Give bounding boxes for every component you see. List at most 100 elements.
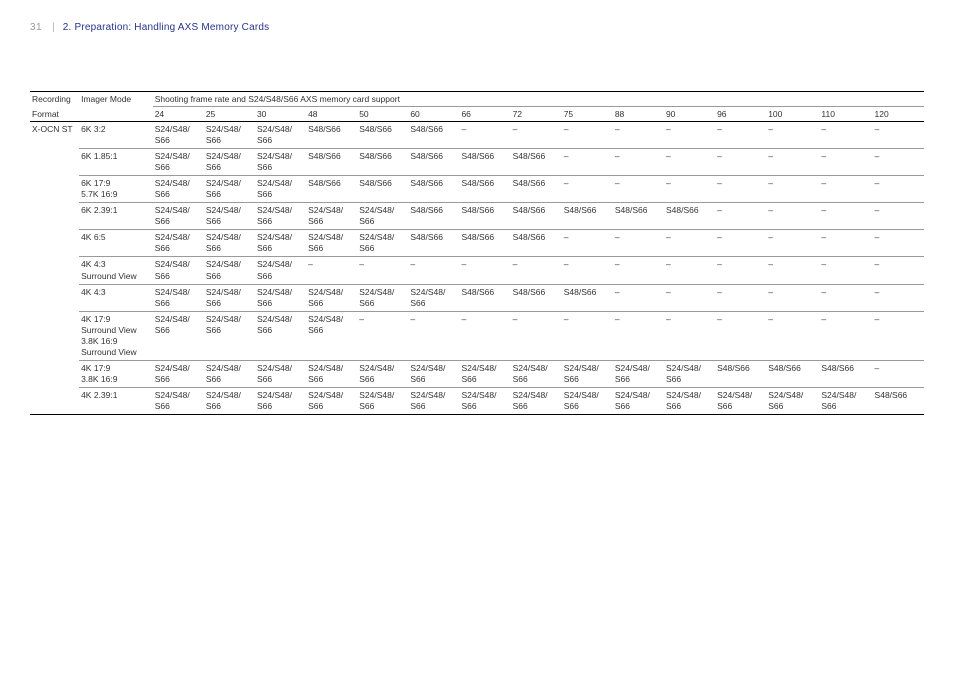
cell-value: S24/S48/S66	[204, 284, 255, 311]
cell-value: –	[613, 149, 664, 176]
cell-value: S24/S48/S66	[153, 387, 204, 414]
cell-text: S24/S48/	[308, 205, 343, 215]
cell-text: S66	[155, 216, 202, 227]
cell-text: S66	[206, 298, 253, 309]
cell-imager: 6K 3:2	[79, 122, 153, 149]
cell-value: –	[766, 149, 819, 176]
col-rate: 110	[819, 107, 872, 122]
cell-text: S24/S48/	[155, 363, 190, 373]
col-blank	[79, 107, 153, 122]
col-rate: 30	[255, 107, 306, 122]
cell-value: S24/S48/S66	[204, 203, 255, 230]
cell-text: S24/S48/	[257, 205, 292, 215]
cell-text: S48/S66	[308, 151, 341, 161]
cell-text: S24/S48/	[564, 390, 599, 400]
imager-line: 4K 6:5	[81, 232, 151, 243]
cell-text: S66	[308, 298, 355, 309]
cell-text: –	[875, 259, 880, 269]
cell-text: S66	[206, 216, 253, 227]
cell-text: –	[821, 178, 826, 188]
cell-text: S66	[513, 401, 560, 412]
cell-value: S24/S48/S66	[511, 360, 562, 387]
cell-text: S24/S48/	[206, 259, 241, 269]
cell-imager: 4K 17:9Surround View3.8K 16:9Surround Vi…	[79, 311, 153, 360]
cell-value: S24/S48/S66	[306, 284, 357, 311]
cell-text: S24/S48/	[768, 390, 803, 400]
table-row: 4K 6:5S24/S48/S66S24/S48/S66S24/S48/S66S…	[30, 230, 924, 257]
cell-text: S66	[359, 216, 406, 227]
cell-value: –	[562, 176, 613, 203]
cell-value: S24/S48/S66	[459, 387, 510, 414]
cell-value: S24/S48/S66	[153, 203, 204, 230]
cell-value: –	[819, 257, 872, 284]
cell-text: –	[564, 151, 569, 161]
page: 31 | 2. Preparation: Handling AXS Memory…	[0, 0, 954, 675]
cell-text: S48/S66	[410, 151, 443, 161]
cell-text: –	[666, 232, 671, 242]
cell-text: S48/S66	[359, 178, 392, 188]
cell-value: –	[766, 203, 819, 230]
cell-text: –	[359, 259, 364, 269]
cell-text: S48/S66	[564, 205, 597, 215]
cell-text: S48/S66	[717, 363, 750, 373]
cell-imager: 6K 2.39:1	[79, 203, 153, 230]
cell-text: –	[875, 205, 880, 215]
cell-value: S48/S66	[357, 176, 408, 203]
cell-text: S66	[155, 243, 202, 254]
cell-value: –	[408, 311, 459, 360]
cell-text: S66	[564, 374, 611, 385]
cell-text: –	[410, 314, 415, 324]
cell-text: S48/S66	[308, 178, 341, 188]
cell-value: S48/S66	[408, 230, 459, 257]
cell-text: S48/S66	[875, 390, 908, 400]
cell-value: –	[819, 122, 872, 149]
cell-text: S24/S48/	[461, 363, 496, 373]
cell-text: –	[717, 259, 722, 269]
cell-imager: 6K 17:95.7K 16:9	[79, 176, 153, 203]
cell-recording	[30, 311, 79, 360]
cell-imager: 4K 17:93.8K 16:9	[79, 360, 153, 387]
cell-value: S24/S48/S66	[153, 122, 204, 149]
cell-text: S24/S48/	[359, 232, 394, 242]
cell-text: S24/S48/	[206, 232, 241, 242]
cell-text: S24/S48/	[257, 178, 292, 188]
cell-value: –	[562, 149, 613, 176]
imager-line: Surround View	[81, 325, 151, 336]
cell-text: –	[875, 178, 880, 188]
cell-text: –	[666, 314, 671, 324]
cell-text: –	[564, 314, 569, 324]
cell-text: –	[461, 259, 466, 269]
cell-text: –	[875, 314, 880, 324]
cell-value: S24/S48/S66	[153, 311, 204, 360]
cell-text: –	[821, 232, 826, 242]
cell-text: S66	[257, 271, 304, 282]
cell-imager: 6K 1.85:1	[79, 149, 153, 176]
cell-text: S24/S48/	[461, 390, 496, 400]
cell-value: –	[664, 257, 715, 284]
col-rate: 96	[715, 107, 766, 122]
cell-value: –	[766, 311, 819, 360]
cell-text: –	[717, 178, 722, 188]
cell-text: S48/S66	[410, 124, 443, 134]
cell-text: –	[666, 287, 671, 297]
cell-value: S48/S66	[459, 284, 510, 311]
cell-text: S24/S48/	[615, 390, 650, 400]
cell-value: S24/S48/S66	[306, 387, 357, 414]
cell-value: –	[511, 122, 562, 149]
cell-text: S66	[308, 243, 355, 254]
cell-value: –	[613, 257, 664, 284]
cell-value: –	[715, 122, 766, 149]
cell-value: S24/S48/S66	[255, 311, 306, 360]
cell-text: –	[875, 124, 880, 134]
cell-text: S24/S48/	[308, 390, 343, 400]
cell-text: S24/S48/	[513, 363, 548, 373]
cell-value: –	[873, 284, 924, 311]
cell-text: S66	[308, 374, 355, 385]
cell-value: S24/S48/S66	[204, 387, 255, 414]
cell-text: S66	[666, 401, 713, 412]
cell-text: S66	[155, 401, 202, 412]
cell-text: S48/S66	[615, 205, 648, 215]
cell-text: S48/S66	[461, 232, 494, 242]
cell-text: S24/S48/	[615, 363, 650, 373]
cell-text: –	[666, 178, 671, 188]
